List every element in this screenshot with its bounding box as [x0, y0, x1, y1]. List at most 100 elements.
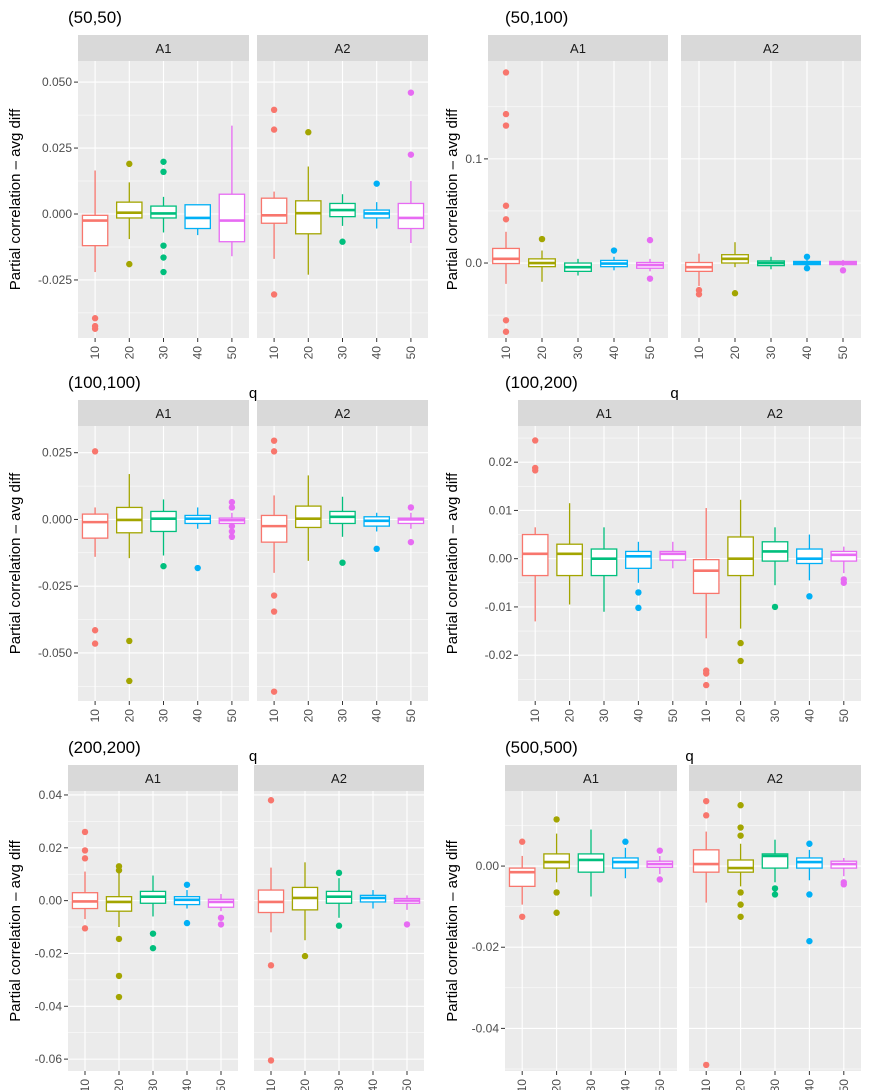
x-tick-label: 50	[400, 1079, 414, 1090]
outlier-point	[403, 921, 411, 928]
facet-label: A1	[596, 406, 612, 421]
outlier-point	[737, 802, 744, 809]
facet-a2: A2 10 20 30 40 50	[257, 400, 428, 722]
facet-label: A2	[763, 41, 779, 56]
facet-strip	[78, 35, 249, 61]
facet-strip	[254, 765, 424, 791]
outlier-point	[622, 838, 629, 845]
box-iqr	[692, 558, 720, 595]
outlier-point	[270, 448, 278, 455]
outlier-point	[270, 608, 278, 615]
outlier-point	[160, 168, 167, 175]
x-tick-label: 10	[699, 709, 713, 723]
y-tick-label: -0.02	[485, 648, 513, 662]
facet-a1: A1 10 20 30 40 50	[78, 400, 249, 722]
y-tick-label: 0.01	[489, 503, 513, 517]
box-iqr	[294, 505, 322, 529]
facet-strip	[257, 400, 428, 426]
facet-a1: A1 10 20 30 40 50	[68, 765, 238, 1090]
y-tick-label: 0.000	[42, 207, 72, 221]
x-tick-label: 40	[802, 1079, 816, 1090]
y-tick-label: -0.04	[35, 999, 63, 1013]
y-tick-label: -0.04	[472, 1021, 500, 1035]
facet-label: A1	[156, 406, 172, 421]
x-tick-label: 10	[692, 346, 706, 360]
box-q40	[796, 534, 823, 600]
facet-a2: A2 10 20 30 40 50	[254, 765, 424, 1090]
box-q30	[761, 839, 789, 898]
facet-strip	[689, 400, 861, 426]
x-tick-label: 50	[214, 1079, 228, 1090]
outlier-point	[270, 688, 278, 695]
facet-label: A1	[145, 771, 161, 786]
outlier-point	[737, 639, 744, 647]
outlier-point	[270, 437, 278, 444]
outlier-point	[183, 919, 191, 927]
outlier-point	[228, 504, 236, 511]
box-iqr	[727, 859, 754, 873]
x-tick-label: 50	[836, 346, 850, 360]
x-tick-label: 40	[366, 1079, 380, 1090]
y-axis-label: Partial correlation – avg diff	[7, 472, 24, 654]
x-tick-label: 20	[535, 346, 549, 360]
outlier-point	[737, 913, 744, 920]
box-q10	[685, 253, 713, 298]
outlier-point	[703, 681, 710, 689]
chart-0: (50,50) Partial correlation – avg diff q -0…	[7, 8, 428, 402]
outlier-point	[373, 545, 380, 553]
outlier-point	[183, 881, 191, 888]
box-iqr	[508, 867, 536, 888]
y-tick-label: 0.1	[465, 152, 482, 166]
outlier-point	[373, 180, 380, 187]
box-q50	[218, 125, 246, 257]
box-q40	[184, 204, 212, 236]
outlier-point	[502, 216, 510, 223]
box-q30	[329, 496, 356, 566]
facet-strip	[488, 35, 668, 61]
box-iqr	[397, 202, 425, 230]
outlier-point	[270, 291, 278, 298]
chart-5: (500,500) Partial correlation – avg diff q…	[444, 738, 861, 1090]
chart-title: (100,200)	[505, 373, 578, 392]
y-tick-label: 0.0	[465, 256, 482, 270]
chart-4: (200,200) Partial correlation – avg diff q…	[7, 738, 424, 1090]
outlier-point	[839, 267, 847, 274]
outlier-point	[194, 564, 201, 572]
x-tick-label: 20	[122, 346, 136, 360]
x-tick-label: 30	[764, 346, 778, 360]
outlier-point	[538, 235, 546, 243]
outlier-point	[81, 828, 89, 836]
outlier-point	[646, 236, 654, 244]
box-iqr	[590, 548, 618, 577]
box-q20	[543, 816, 570, 916]
facet-strip	[257, 35, 428, 61]
outlier-point	[771, 885, 779, 892]
facet-label: A2	[767, 771, 783, 786]
x-tick-label: 30	[768, 1079, 782, 1090]
outlier-point	[160, 254, 167, 261]
outlier-point	[703, 812, 710, 819]
x-tick-label: 20	[112, 1079, 126, 1090]
outlier-point	[407, 89, 415, 96]
y-axis-label: Partial correlation – avg diff	[444, 472, 461, 654]
facet-a2: A2 10 20 30 40 50	[689, 765, 861, 1090]
y-tick-label: 0.00	[39, 894, 63, 908]
facet-a2: A2 10 20 30 40 50	[681, 35, 861, 359]
box-q20	[105, 863, 133, 1001]
box-iqr	[207, 898, 235, 908]
outlier-point	[703, 797, 710, 805]
box-q10	[260, 437, 288, 695]
box-q30	[139, 875, 167, 952]
x-tick-label: 50	[404, 346, 418, 360]
y-tick-label: -0.02	[472, 940, 500, 954]
box-iqr	[260, 514, 288, 543]
box-iqr	[727, 536, 754, 577]
outlier-point	[228, 522, 236, 530]
y-tick-label: 0.025	[42, 446, 72, 460]
box-q10	[71, 828, 99, 932]
outlier-point	[656, 876, 663, 883]
facet-label: A2	[331, 771, 347, 786]
x-tick-label: 10	[699, 1079, 713, 1090]
box-q50	[646, 847, 674, 883]
box-q10	[81, 448, 109, 647]
